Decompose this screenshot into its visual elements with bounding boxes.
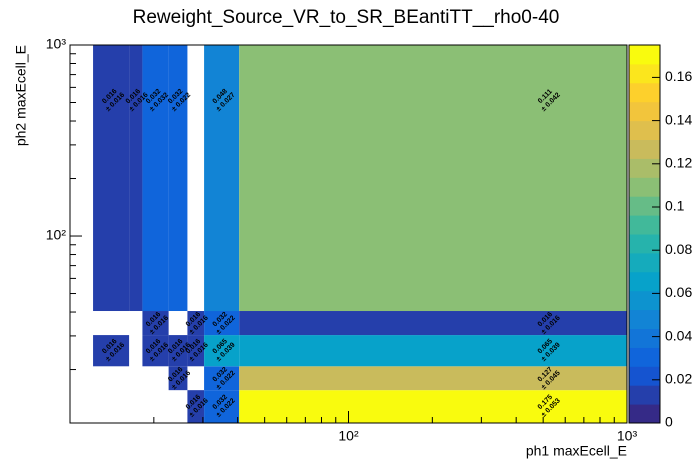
colorbar-band bbox=[629, 82, 660, 103]
z-tick-label: 0.12 bbox=[665, 155, 692, 171]
heatmap-cell bbox=[204, 311, 240, 336]
heatmap-cell bbox=[239, 390, 628, 423]
z-tick-label: 0.14 bbox=[665, 111, 692, 127]
heatmap-cell bbox=[204, 366, 240, 391]
z-tick-label: 0.06 bbox=[665, 284, 692, 300]
colorbar-band bbox=[629, 158, 660, 178]
colorbar-band bbox=[629, 309, 660, 329]
colorbar-band bbox=[629, 347, 660, 367]
colorbar-band bbox=[629, 366, 660, 386]
colorbar-band bbox=[629, 45, 660, 65]
colorbar-band bbox=[629, 271, 660, 292]
colorbar-band bbox=[629, 120, 660, 140]
heatmap-cell bbox=[93, 335, 130, 367]
colorbar-frame bbox=[628, 44, 661, 424]
heatmap-cell bbox=[168, 366, 188, 391]
colorbar-band bbox=[629, 385, 660, 405]
cells bbox=[93, 45, 628, 423]
colorbar-band bbox=[629, 234, 660, 254]
z-tick-label: 0.02 bbox=[665, 371, 692, 387]
z-tick-label: 0.1 bbox=[665, 198, 685, 214]
z-tick-label: 0 bbox=[665, 414, 673, 430]
heatmap-cell bbox=[204, 45, 240, 312]
x-tick-label: 10² bbox=[338, 428, 359, 444]
colorbar-band bbox=[629, 215, 660, 235]
colorbar-band bbox=[629, 404, 660, 424]
z-tick-label: 0.04 bbox=[665, 327, 692, 343]
colorbar-band bbox=[629, 328, 660, 348]
heatmap-cell bbox=[204, 390, 240, 423]
heatmap-cell bbox=[142, 335, 169, 367]
heatmap-cell bbox=[239, 335, 628, 367]
colorbar-band bbox=[629, 177, 660, 197]
colorbar-band bbox=[629, 139, 660, 159]
heatmap-cell bbox=[142, 311, 169, 336]
x-tick-label: 10³ bbox=[617, 428, 638, 444]
colorbar-band bbox=[629, 290, 660, 311]
y-tick-label: 10² bbox=[46, 227, 67, 243]
heatmap-cell bbox=[129, 45, 143, 312]
heatmap-cell bbox=[93, 45, 130, 312]
heatmap-cell bbox=[168, 45, 188, 312]
y-tick-label: 10³ bbox=[46, 36, 67, 52]
heatmap-cell bbox=[239, 311, 628, 336]
chart-title: Reweight_Source_VR_to_SR_BEantiTT__rho0-… bbox=[133, 7, 560, 28]
heatmap-cell bbox=[239, 366, 628, 391]
heatmap-cell bbox=[239, 45, 628, 312]
heatmap-cell bbox=[187, 311, 205, 336]
colorbar-band bbox=[629, 252, 660, 273]
colorbar-band bbox=[629, 63, 660, 84]
z-tick-label: 0.16 bbox=[665, 68, 692, 84]
heatmap-cell bbox=[142, 45, 169, 312]
y-axis-label: ph2 maxEcell_E bbox=[13, 45, 29, 146]
heatmap-cell bbox=[168, 335, 188, 367]
heatmap-cell bbox=[204, 335, 240, 367]
heatmap-cell bbox=[187, 390, 205, 423]
colorbar-band bbox=[629, 101, 660, 122]
z-tick-label: 0.08 bbox=[665, 241, 692, 257]
heatmap-cell bbox=[187, 335, 205, 367]
x-axis-label: ph1 maxEcell_E bbox=[526, 443, 627, 459]
colorbar-band bbox=[629, 196, 660, 216]
